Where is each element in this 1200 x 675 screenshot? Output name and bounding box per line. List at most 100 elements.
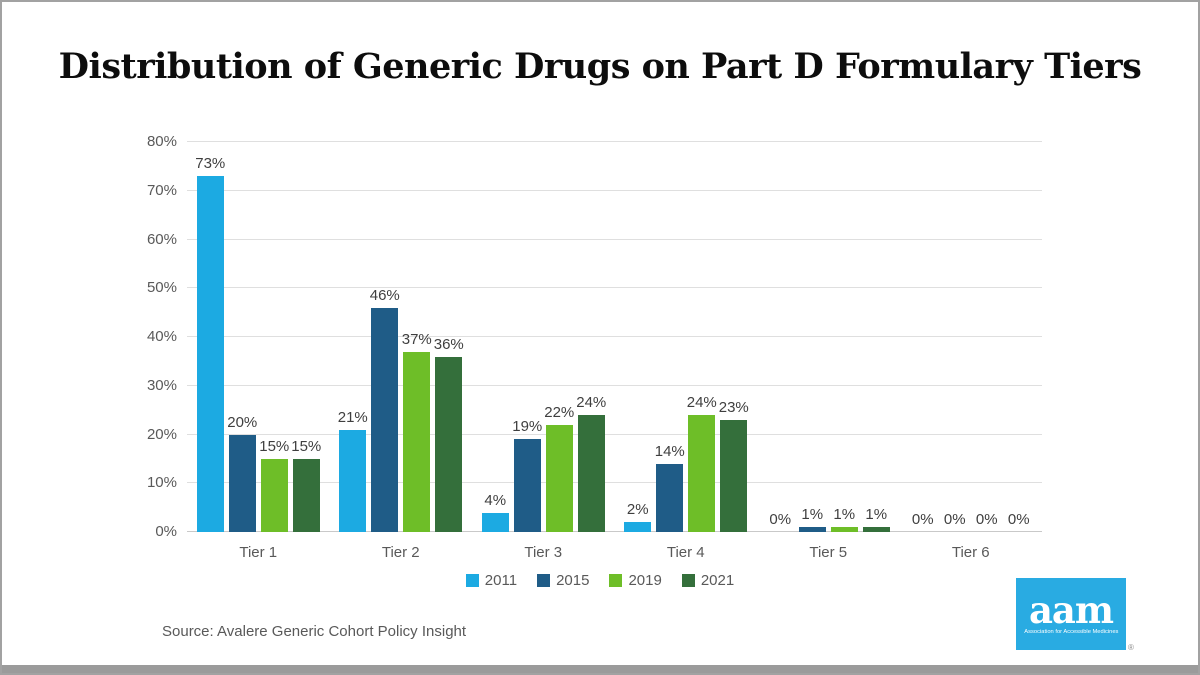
legend-swatch bbox=[609, 574, 623, 587]
gridline bbox=[187, 433, 1042, 435]
bar-column-2015: 0% bbox=[941, 511, 968, 532]
bar-value-label: 36% bbox=[433, 335, 464, 353]
bar-value-label: 2% bbox=[626, 501, 649, 519]
bar-value-label: 22% bbox=[544, 403, 575, 421]
x-axis-label: Tier 3 bbox=[524, 544, 563, 561]
bar-2015 bbox=[798, 527, 826, 532]
bar-group: 0% 1% 1% 1% bbox=[757, 142, 900, 532]
bar-2019 bbox=[830, 527, 858, 532]
logo-tagline: Association for Accessible Medicines bbox=[1023, 628, 1119, 635]
legend-label: 2021 bbox=[700, 572, 735, 589]
bar-value-label: 14% bbox=[654, 442, 685, 460]
bar-column-2021: 23% bbox=[719, 399, 749, 532]
bar-chart: 0% 10% 20% 30% 40% 50% 60% 70% 80% 73% 20% 15% 15% 2… bbox=[147, 133, 1042, 561]
bar-column-2019: 24% bbox=[686, 394, 717, 532]
gridline bbox=[187, 482, 1042, 484]
x-axis-label: Tier 4 bbox=[666, 544, 705, 561]
bar-value-label: 37% bbox=[401, 330, 432, 348]
bar-2011 bbox=[196, 176, 224, 532]
y-axis-label: 70% bbox=[146, 181, 177, 199]
bar-value-label: 0% bbox=[769, 511, 792, 528]
legend-label: 2011 bbox=[484, 572, 518, 589]
gridline bbox=[187, 531, 1042, 532]
bar-value-label: 24% bbox=[686, 394, 717, 411]
gridline bbox=[187, 384, 1042, 386]
x-axis-label: Tier 2 bbox=[381, 544, 420, 561]
bar-column-2015: 19% bbox=[512, 418, 543, 532]
legend-item: 2011 bbox=[465, 572, 518, 589]
legend-swatch bbox=[465, 574, 479, 587]
source-note: Source: Avalere Generic Cohort Policy In… bbox=[162, 623, 467, 640]
bar-value-label: 0% bbox=[943, 511, 966, 528]
bar-column-2019: 0% bbox=[973, 511, 1000, 532]
legend-swatch bbox=[681, 574, 695, 587]
bar-column-2015: 1% bbox=[798, 506, 826, 532]
bar-value-label: 15% bbox=[291, 437, 322, 455]
bar-column-2019: 22% bbox=[544, 403, 575, 532]
legend: 2011 2015 2019 2021 bbox=[2, 572, 1198, 589]
bar-column-2021: 36% bbox=[433, 335, 464, 532]
plot-area: 0% 10% 20% 30% 40% 50% 60% 70% 80% bbox=[147, 133, 1042, 540]
gridline bbox=[187, 141, 1042, 142]
bar-value-label: 21% bbox=[337, 408, 368, 426]
page-title: Distribution of Generic Drugs on Part D … bbox=[58, 46, 1142, 87]
bar-column-2011: 73% bbox=[195, 155, 225, 532]
bar-2011 bbox=[339, 429, 367, 532]
bar-group: 73% 20% 15% 15% bbox=[187, 142, 330, 532]
bottom-strip bbox=[2, 665, 1198, 673]
y-axis-label: 10% bbox=[146, 474, 177, 492]
bar-2021 bbox=[292, 458, 320, 532]
bar-value-label: 1% bbox=[833, 506, 856, 524]
bar-column-2019: 1% bbox=[830, 506, 858, 532]
bar-value-label: 20% bbox=[227, 413, 258, 431]
bar-column-2019: 37% bbox=[401, 330, 432, 532]
bar-column-2011: 4% bbox=[481, 491, 509, 532]
bar-column-2011: 0% bbox=[767, 511, 794, 532]
bar-column-2015: 14% bbox=[654, 442, 685, 532]
bar-2015 bbox=[371, 307, 399, 532]
legend-item: 2015 bbox=[537, 572, 589, 589]
legend-swatch bbox=[537, 574, 551, 587]
bar-value-label: 1% bbox=[801, 506, 824, 524]
legend-item: 2021 bbox=[681, 572, 735, 589]
bar-column-2015: 46% bbox=[369, 286, 400, 532]
bar-value-label: 4% bbox=[484, 491, 507, 509]
bar-column-2011: 0% bbox=[909, 511, 936, 532]
bar-value-label: 46% bbox=[369, 286, 400, 304]
bar-value-label: 0% bbox=[911, 511, 934, 528]
bar-column-2011: 2% bbox=[624, 501, 652, 532]
x-axis-label: Tier 6 bbox=[951, 544, 990, 561]
bar-value-label: 19% bbox=[512, 418, 543, 436]
bar-2019 bbox=[260, 458, 288, 532]
bar-groups: 73% 20% 15% 15% 21% 46% 37% 36% 4% 19% 22% 24% 2% 14%… bbox=[187, 142, 1042, 532]
bar-2019 bbox=[545, 424, 573, 532]
bar-value-label: 1% bbox=[865, 506, 888, 524]
y-axis-label: 40% bbox=[146, 328, 177, 345]
x-axis-label: Tier 5 bbox=[809, 544, 848, 561]
bar-group: 2% 14% 24% 23% bbox=[615, 142, 758, 532]
bar-column-2015: 20% bbox=[227, 413, 258, 532]
bar-2015 bbox=[228, 434, 256, 532]
y-axis-label: 30% bbox=[146, 376, 177, 394]
bar-column-2019: 15% bbox=[259, 438, 289, 532]
bar-2021 bbox=[862, 527, 890, 532]
aam-logo: aam Association for Accessible Medicines bbox=[1016, 578, 1126, 650]
legend-item: 2019 bbox=[609, 572, 662, 589]
bar-group: 0% 0% 0% 0% bbox=[900, 142, 1043, 532]
bar-2015 bbox=[513, 439, 541, 532]
y-axis-label: 60% bbox=[146, 230, 177, 248]
y-axis-label: 20% bbox=[146, 425, 177, 443]
y-axis-label: 0% bbox=[155, 523, 177, 540]
x-axis-labels: Tier 1 Tier 2 Tier 3 Tier 4 Tier 5 Tier 6 bbox=[187, 544, 1042, 561]
bar-2015 bbox=[656, 463, 684, 532]
bar-2019 bbox=[688, 415, 716, 532]
bar-2021 bbox=[435, 356, 463, 532]
y-axis-label: 80% bbox=[146, 133, 177, 150]
gridline bbox=[187, 287, 1042, 289]
bar-value-label: 24% bbox=[576, 394, 607, 411]
legend-label: 2015 bbox=[556, 572, 590, 589]
registered-mark: ® bbox=[1128, 643, 1134, 652]
bar-value-label: 0% bbox=[1007, 511, 1030, 528]
gridline bbox=[187, 336, 1042, 337]
